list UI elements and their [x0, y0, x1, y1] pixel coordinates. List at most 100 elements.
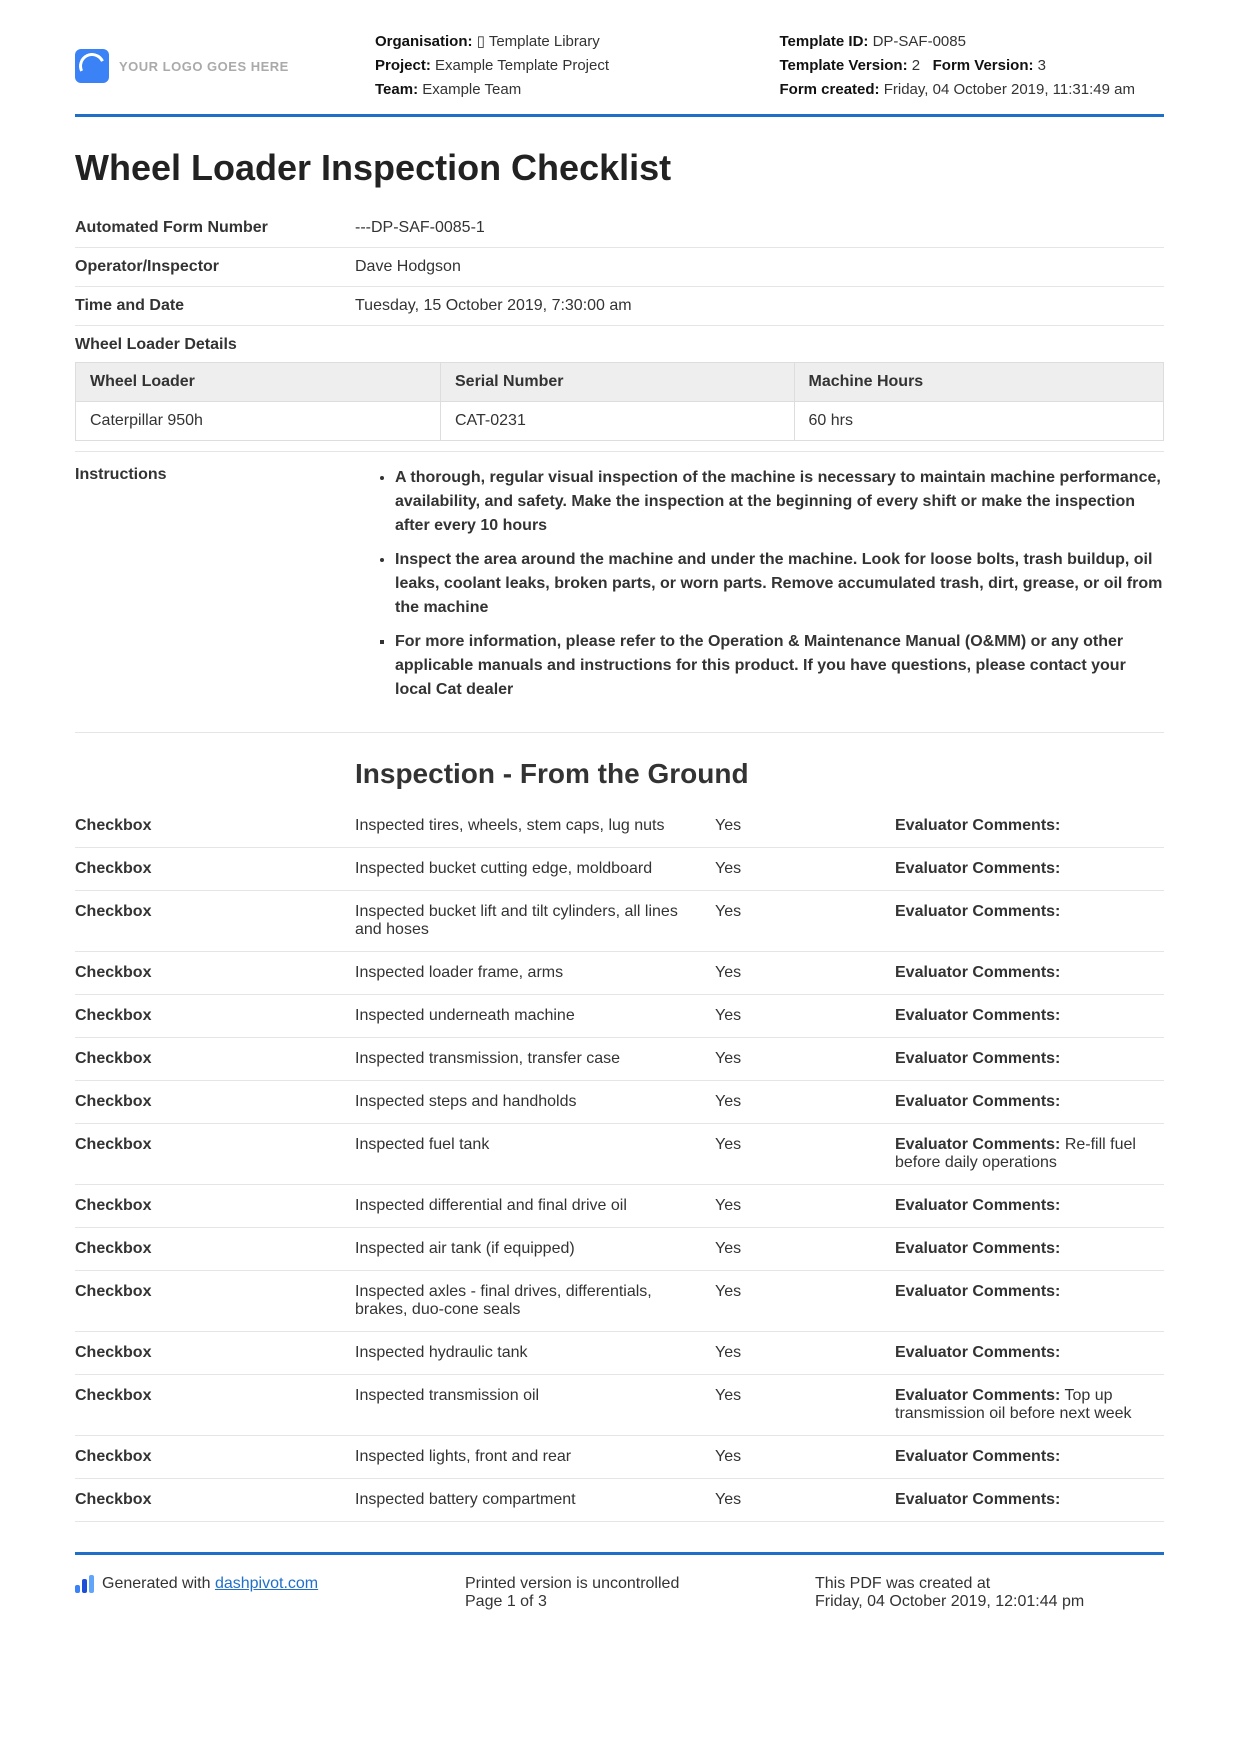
page-title: Wheel Loader Inspection Checklist: [75, 147, 1164, 189]
check-row: CheckboxInspected fuel tankYesEvaluator …: [75, 1124, 1164, 1185]
info-form-number: Automated Form Number ---DP-SAF-0085-1: [75, 209, 1164, 248]
check-answer: Yes: [715, 1491, 895, 1509]
check-comment: Evaluator Comments:: [895, 817, 1164, 835]
check-label: Checkbox: [75, 1387, 355, 1423]
check-comment: Evaluator Comments:: [895, 1050, 1164, 1068]
check-label: Checkbox: [75, 964, 355, 982]
check-comment: Evaluator Comments:: [895, 1344, 1164, 1362]
instruction-item: For more information, please refer to th…: [395, 630, 1164, 702]
check-comment: Evaluator Comments:: [895, 903, 1164, 939]
check-answer: Yes: [715, 1448, 895, 1466]
check-desc: Inspected hydraulic tank: [355, 1344, 715, 1362]
section-heading: Inspection - From the Ground: [355, 758, 1164, 790]
check-comment: Evaluator Comments:: [895, 1197, 1164, 1215]
check-answer: Yes: [715, 903, 895, 939]
check-label: Checkbox: [75, 1136, 355, 1172]
check-desc: Inspected lights, front and rear: [355, 1448, 715, 1466]
check-answer: Yes: [715, 1136, 895, 1172]
check-comment: Evaluator Comments:: [895, 1240, 1164, 1258]
check-answer: Yes: [715, 1007, 895, 1025]
check-row: CheckboxInspected hydraulic tankYesEvalu…: [75, 1332, 1164, 1375]
check-desc: Inspected steps and handholds: [355, 1093, 715, 1111]
details-table: Wheel Loader Serial Number Machine Hours…: [75, 362, 1164, 441]
check-desc: Inspected fuel tank: [355, 1136, 715, 1172]
check-label: Checkbox: [75, 860, 355, 878]
check-row: CheckboxInspected transmission oilYesEva…: [75, 1375, 1164, 1436]
check-answer: Yes: [715, 817, 895, 835]
instruction-item: A thorough, regular visual inspection of…: [395, 466, 1164, 538]
check-desc: Inspected air tank (if equipped): [355, 1240, 715, 1258]
check-label: Checkbox: [75, 1093, 355, 1111]
footer: Generated with dashpivot.com Printed ver…: [75, 1555, 1164, 1611]
check-row: CheckboxInspected bucket cutting edge, m…: [75, 848, 1164, 891]
check-answer: Yes: [715, 1093, 895, 1111]
bars-icon: [75, 1575, 94, 1593]
check-answer: Yes: [715, 964, 895, 982]
check-row: CheckboxInspected battery compartmentYes…: [75, 1479, 1164, 1522]
check-row: CheckboxInspected bucket lift and tilt c…: [75, 891, 1164, 952]
check-comment: Evaluator Comments:: [895, 1491, 1164, 1509]
check-row: CheckboxInspected transmission, transfer…: [75, 1038, 1164, 1081]
check-answer: Yes: [715, 1050, 895, 1068]
check-label: Checkbox: [75, 903, 355, 939]
check-comment: Evaluator Comments:: [895, 1007, 1164, 1025]
check-comment: Evaluator Comments: Top up transmission …: [895, 1387, 1164, 1423]
check-answer: Yes: [715, 1387, 895, 1423]
check-row: CheckboxInspected underneath machineYesE…: [75, 995, 1164, 1038]
check-row: CheckboxInspected tires, wheels, stem ca…: [75, 805, 1164, 848]
check-answer: Yes: [715, 1283, 895, 1319]
logo-icon: [75, 49, 109, 83]
header: YOUR LOGO GOES HERE Organisation: ▯ Temp…: [75, 30, 1164, 117]
td-hours: 60 hrs: [794, 402, 1163, 441]
th-hours: Machine Hours: [794, 363, 1163, 402]
check-label: Checkbox: [75, 1344, 355, 1362]
check-comment: Evaluator Comments:: [895, 964, 1164, 982]
check-desc: Inspected tires, wheels, stem caps, lug …: [355, 817, 715, 835]
meta-left: Organisation: ▯ Template Library Project…: [375, 30, 760, 102]
check-desc: Inspected loader frame, arms: [355, 964, 715, 982]
check-desc: Inspected axles - final drives, differen…: [355, 1283, 715, 1319]
check-label: Checkbox: [75, 1197, 355, 1215]
logo-text: YOUR LOGO GOES HERE: [119, 59, 289, 74]
td-serial: CAT-0231: [441, 402, 795, 441]
check-row: CheckboxInspected loader frame, armsYesE…: [75, 952, 1164, 995]
instruction-item: Inspect the area around the machine and …: [395, 548, 1164, 620]
check-comment: Evaluator Comments:: [895, 860, 1164, 878]
check-answer: Yes: [715, 860, 895, 878]
check-row: CheckboxInspected differential and final…: [75, 1185, 1164, 1228]
check-desc: Inspected underneath machine: [355, 1007, 715, 1025]
check-row: CheckboxInspected axles - final drives, …: [75, 1271, 1164, 1332]
check-comment: Evaluator Comments:: [895, 1448, 1164, 1466]
info-details: Wheel Loader Details Wheel Loader Serial…: [75, 326, 1164, 452]
check-label: Checkbox: [75, 1050, 355, 1068]
check-answer: Yes: [715, 1197, 895, 1215]
check-row: CheckboxInspected lights, front and rear…: [75, 1436, 1164, 1479]
instructions: Instructions A thorough, regular visual …: [75, 452, 1164, 733]
td-loader: Caterpillar 950h: [76, 402, 441, 441]
check-label: Checkbox: [75, 1491, 355, 1509]
th-serial: Serial Number: [441, 363, 795, 402]
dashpivot-link[interactable]: dashpivot.com: [215, 1575, 318, 1592]
info-timedate: Time and Date Tuesday, 15 October 2019, …: [75, 287, 1164, 326]
check-label: Checkbox: [75, 1283, 355, 1319]
check-comment: Evaluator Comments:: [895, 1093, 1164, 1111]
check-desc: Inspected differential and final drive o…: [355, 1197, 715, 1215]
check-answer: Yes: [715, 1240, 895, 1258]
check-desc: Inspected battery compartment: [355, 1491, 715, 1509]
check-row: CheckboxInspected air tank (if equipped)…: [75, 1228, 1164, 1271]
check-desc: Inspected bucket lift and tilt cylinders…: [355, 903, 715, 939]
check-label: Checkbox: [75, 817, 355, 835]
meta-right: Template ID: DP-SAF-0085 Template Versio…: [780, 30, 1165, 102]
check-label: Checkbox: [75, 1007, 355, 1025]
check-comment: Evaluator Comments:: [895, 1283, 1164, 1319]
check-desc: Inspected transmission, transfer case: [355, 1050, 715, 1068]
check-desc: Inspected transmission oil: [355, 1387, 715, 1423]
info-operator: Operator/Inspector Dave Hodgson: [75, 248, 1164, 287]
check-desc: Inspected bucket cutting edge, moldboard: [355, 860, 715, 878]
check-label: Checkbox: [75, 1448, 355, 1466]
th-loader: Wheel Loader: [76, 363, 441, 402]
check-answer: Yes: [715, 1344, 895, 1362]
check-comment: Evaluator Comments: Re-fill fuel before …: [895, 1136, 1164, 1172]
check-row: CheckboxInspected steps and handholdsYes…: [75, 1081, 1164, 1124]
check-label: Checkbox: [75, 1240, 355, 1258]
